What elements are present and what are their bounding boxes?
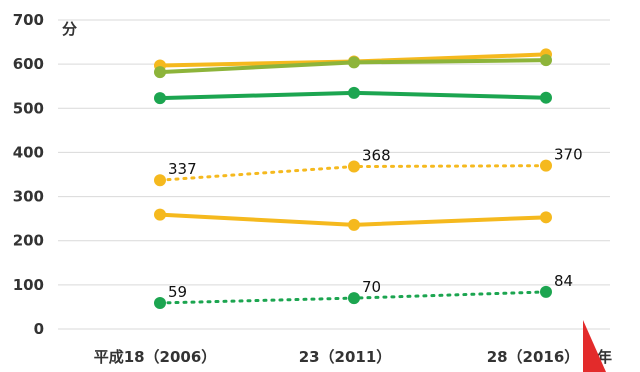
y-tick-label-600: 600 (13, 55, 44, 73)
series-1-point-0 (154, 66, 166, 79)
data-label-series-3-2: 370 (554, 146, 583, 164)
series (154, 48, 552, 309)
series-1-point-2 (540, 54, 552, 67)
data-label-series-5-2: 84 (554, 272, 573, 290)
data-label-series-5-1: 70 (362, 278, 381, 296)
series-3-point-2 (540, 159, 552, 172)
y-tick-label-100: 100 (13, 276, 44, 294)
series-3-point-1 (348, 160, 360, 173)
y-tick-label-700: 700 (13, 11, 44, 29)
series-3-point-0 (154, 174, 166, 187)
data-label-series-3-0: 337 (168, 160, 197, 178)
x-tick-label-0: 平成18（2006） (94, 348, 217, 366)
series-2-point-0 (154, 92, 166, 105)
cursor-icon (583, 320, 606, 372)
y-tick-label-400: 400 (13, 143, 44, 161)
series-4-point-1 (348, 218, 360, 231)
y-tick-label-300: 300 (13, 188, 44, 206)
series-4-point-0 (154, 208, 166, 221)
grid (58, 19, 610, 330)
x-tick-label-2: 28（2016） (487, 348, 580, 366)
series-2-point-1 (348, 86, 360, 99)
series-5-point-0 (154, 296, 166, 309)
data-label-series-3-1: 368 (362, 147, 391, 165)
series-1-point-1 (348, 56, 360, 69)
y-tick-label-0: 0 (34, 320, 44, 338)
series-5-point-2 (540, 285, 552, 298)
data-label-series-5-0: 59 (168, 283, 187, 301)
y-tick-label-500: 500 (13, 99, 44, 117)
y-tick-label-200: 200 (13, 232, 44, 250)
data-labels: 337 368 370 59 70 84 (168, 146, 583, 301)
series-4-point-2 (540, 211, 552, 224)
series-2-point-2 (540, 91, 552, 104)
y-unit-label: 分 (62, 20, 77, 38)
series-5-point-1 (348, 292, 360, 305)
x-tick-label-1: 23（2011） (299, 348, 392, 366)
